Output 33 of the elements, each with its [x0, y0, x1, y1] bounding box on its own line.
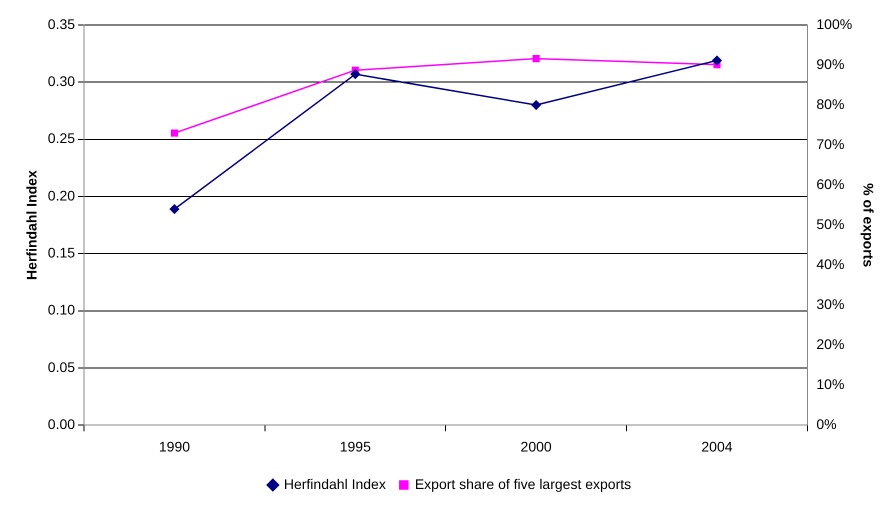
- y-tick-label: 0.25: [48, 130, 76, 146]
- y-tick-label: 0.10: [48, 302, 76, 318]
- y-tick-label: 0.00: [48, 416, 76, 432]
- y2-tick-label: 60%: [816, 176, 844, 192]
- point: [531, 100, 541, 110]
- legend-label: Herfindahl Index: [284, 476, 386, 492]
- y2-tick-label: 20%: [816, 336, 844, 352]
- point: [712, 56, 722, 66]
- y-tick-label: 0.30: [48, 73, 76, 90]
- y2-tick-label: 70%: [816, 136, 844, 152]
- y-axis-title: Herfindahl Index: [23, 170, 40, 280]
- y-tick-label: 0.15: [48, 244, 76, 261]
- x-tick-label: 2000: [520, 438, 552, 454]
- y-tick-label: 0.20: [48, 187, 76, 204]
- y2-tick-label: 40%: [816, 256, 844, 272]
- y-tick-label: 0.05: [48, 358, 76, 375]
- y2-tick-label: 30%: [816, 296, 844, 312]
- y2-tick-label: 100%: [816, 16, 852, 32]
- point: [170, 204, 180, 214]
- point: [532, 55, 540, 62]
- point: [350, 69, 360, 79]
- y2-tick-label: 10%: [816, 376, 844, 392]
- point: [170, 129, 178, 137]
- y2-tick-label: 0%: [816, 416, 837, 432]
- x-tick-label: 1995: [340, 438, 372, 454]
- y-tick-label: 0.35: [48, 16, 76, 32]
- x-tick-label: 2004: [701, 438, 733, 454]
- y2-tick-label: 50%: [816, 216, 844, 232]
- legend-label: Export share of five largest exports: [414, 476, 632, 492]
- y2-axis-title: % of exports: [860, 183, 877, 268]
- x-tick-label: 1990: [158, 438, 190, 454]
- y2-tick-label: 90%: [816, 56, 844, 72]
- y2-tick-label: 80%: [816, 96, 844, 112]
